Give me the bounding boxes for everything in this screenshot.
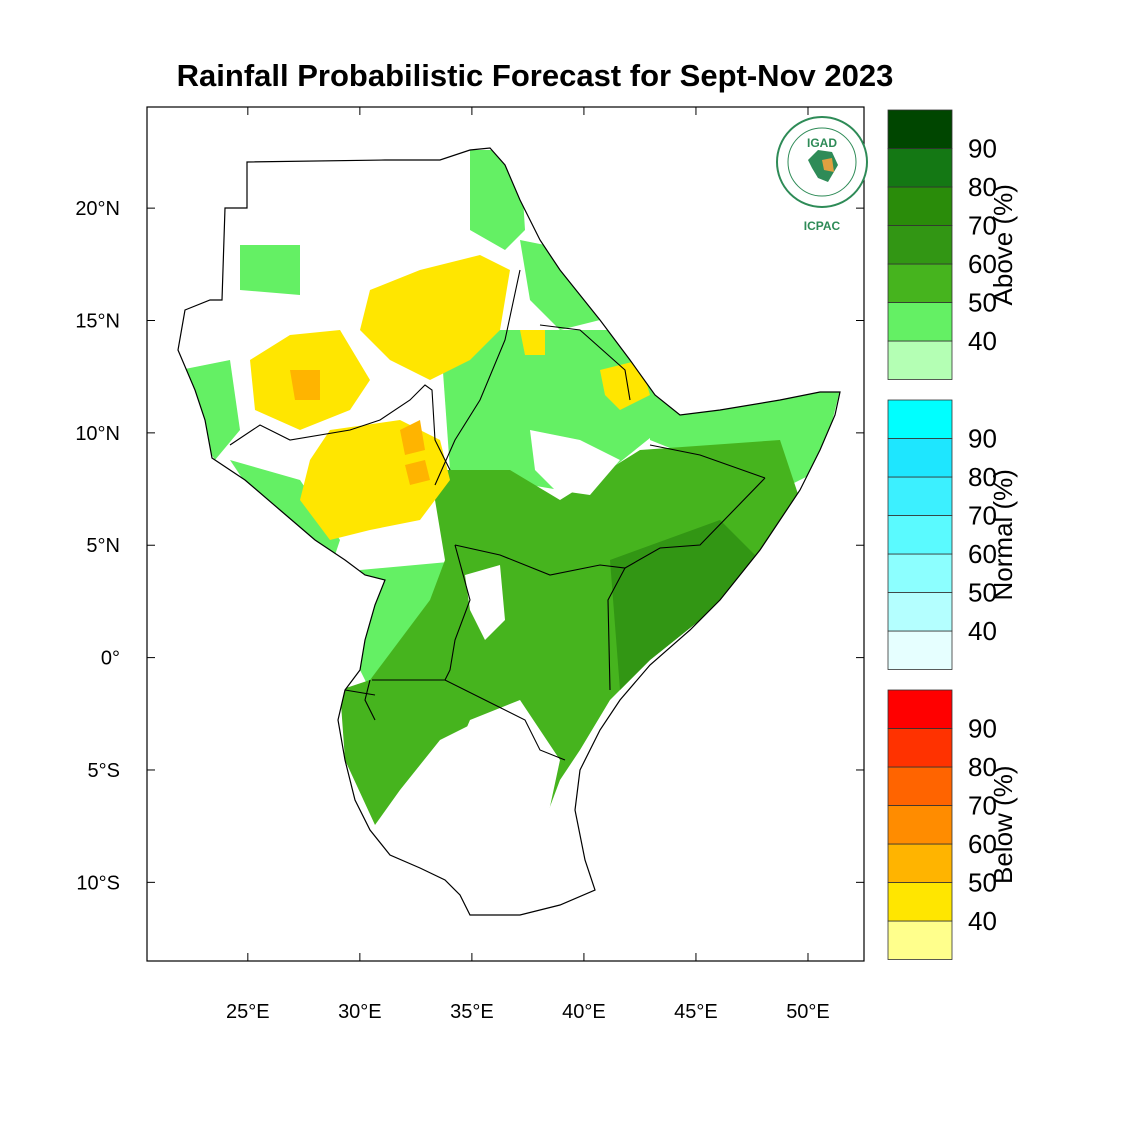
colorbar-swatch [887,920,953,960]
colorbar-normal: 40 50 60 70 80 90 Normal (%) [887,399,1018,670]
x-tick-label: 45°E [674,1001,718,1023]
colorbar-label: 90 [968,134,997,164]
colorbar-swatch [887,843,953,883]
colorbars: 40 50 60 70 80 90 Above (%) 40 50 60 70 80 90 Normal … [887,109,1018,960]
y-tick-label: 0° [101,648,120,670]
y-axis: 20°N 15°N 10°N 5°N 0° 5°S 10°S [75,198,864,894]
colorbar-label: 40 [968,616,997,646]
colorbar-label: 50 [968,578,997,608]
colorbar-label: 60 [968,249,997,279]
colorbar-above: 40 50 60 70 80 90 Above (%) [887,109,1018,380]
colorbar-swatch [887,399,953,439]
y-tick-label: 10°N [75,423,120,445]
x-axis: 25°E 30°E 35°E 40°E 45°E 50°E [226,107,830,1023]
colorbar-swatch [887,630,953,670]
colorbar-label: 70 [968,791,997,821]
colorbar-swatch [887,592,953,632]
colorbar-swatch [887,340,953,380]
colorbar-swatch [887,109,953,149]
y-tick-label: 10°S [76,872,120,894]
colorbar-swatch [887,805,953,845]
colorbar-swatch [887,553,953,593]
y-tick-label: 5°S [88,760,120,782]
colorbar-label: 60 [968,539,997,569]
colorbar-swatch [887,302,953,342]
colorbar-swatch [887,476,953,516]
colorbar-label: 80 [968,172,997,202]
colorbar-swatch [887,689,953,729]
colorbar-below: 40 50 60 70 80 90 Below (%) [887,689,1018,960]
colorbar-label: 80 [968,462,997,492]
x-tick-label: 25°E [226,1001,270,1023]
country-borders [229,269,766,761]
x-tick-label: 50°E [786,1001,830,1023]
colorbar-label: 60 [968,829,997,859]
colorbar-label: 50 [968,868,997,898]
x-tick-label: 40°E [562,1001,606,1023]
colorbar-swatch [887,882,953,922]
colorbar-swatch [887,225,953,265]
colorbar-swatch [887,728,953,768]
logo-bottom-text: ICPAC [804,219,841,233]
colorbar-label: 70 [968,211,997,241]
colorbar-title: Normal (%) [988,469,1018,600]
colorbar-swatch [887,766,953,806]
colorbar-label: 40 [968,326,997,356]
icpac-logo: IGAD ICPAC [776,116,868,233]
colorbar-title: Below (%) [988,766,1018,884]
colorbar-label: 40 [968,906,997,936]
colorbar-title: Above (%) [988,184,1018,305]
x-tick-label: 35°E [450,1001,494,1023]
colorbar-swatch [887,515,953,555]
y-tick-label: 15°N [75,311,120,333]
colorbar-swatch [887,263,953,303]
colorbar-label: 80 [968,752,997,782]
map-title: Rainfall Probabilistic Forecast for Sept… [176,58,894,93]
colorbar-swatch [887,438,953,478]
colorbar-swatch [887,186,953,226]
x-tick-label: 30°E [338,1001,382,1023]
colorbar-label: 90 [968,714,997,744]
region-outline [177,147,841,916]
colorbar-swatch [887,148,953,188]
y-tick-label: 5°N [86,535,120,557]
colorbar-label: 50 [968,288,997,318]
y-tick-label: 20°N [75,198,120,220]
colorbar-label: 90 [968,424,997,454]
colorbar-label: 70 [968,501,997,531]
logo-top-text: IGAD [807,136,837,150]
